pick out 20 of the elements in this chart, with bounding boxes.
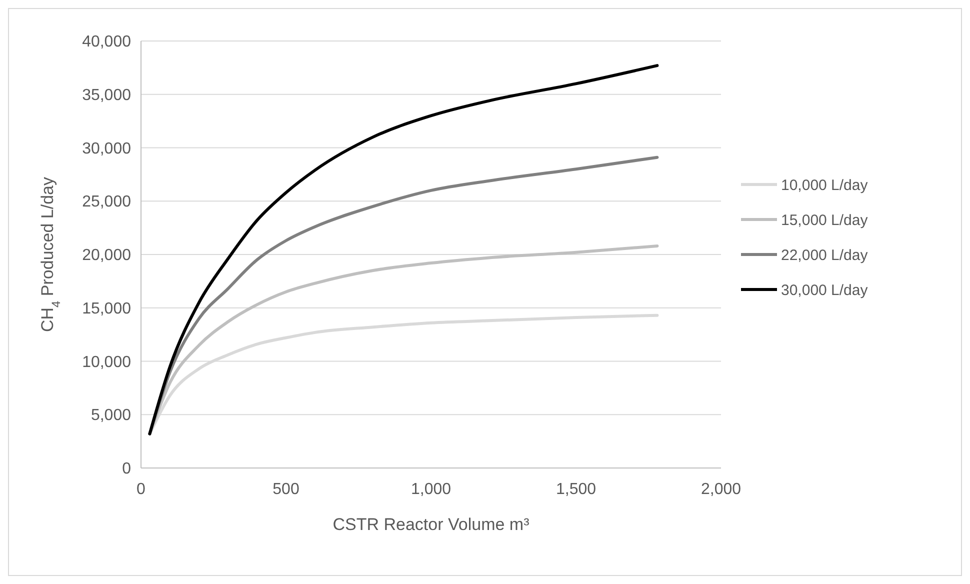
y-tick-label: 15,000 [82, 300, 132, 318]
y-tick-label: 40,000 [82, 34, 132, 51]
line-series [148, 64, 659, 436]
y-tick-label: 35,000 [82, 86, 132, 104]
x-tick-label: 1,500 [556, 481, 596, 498]
x-tick-label: 1,000 [410, 481, 452, 498]
legend-label: 30,000 L/day [781, 282, 868, 299]
y-tick-label: 25,000 [82, 194, 132, 211]
legend-label: 10,000 L/day [781, 176, 868, 194]
legend-label: 22,000 L/day [781, 246, 868, 264]
x-axis-title: CSTR Reactor Volume m³ [332, 515, 530, 534]
y-tick-label: 0 [122, 460, 132, 478]
x-tick-label: 500 [272, 481, 300, 498]
x-tick-label: 0 [136, 481, 146, 498]
y-tick-label: 20,000 [82, 247, 132, 264]
x-tick-label: 2,000 [700, 481, 742, 498]
legend-label: 15,000 L/day [781, 212, 868, 229]
y-tick-label: 30,000 [82, 140, 132, 158]
y-tick-label: 10,000 [82, 354, 132, 371]
y-tick-label: 5,000 [90, 407, 132, 424]
